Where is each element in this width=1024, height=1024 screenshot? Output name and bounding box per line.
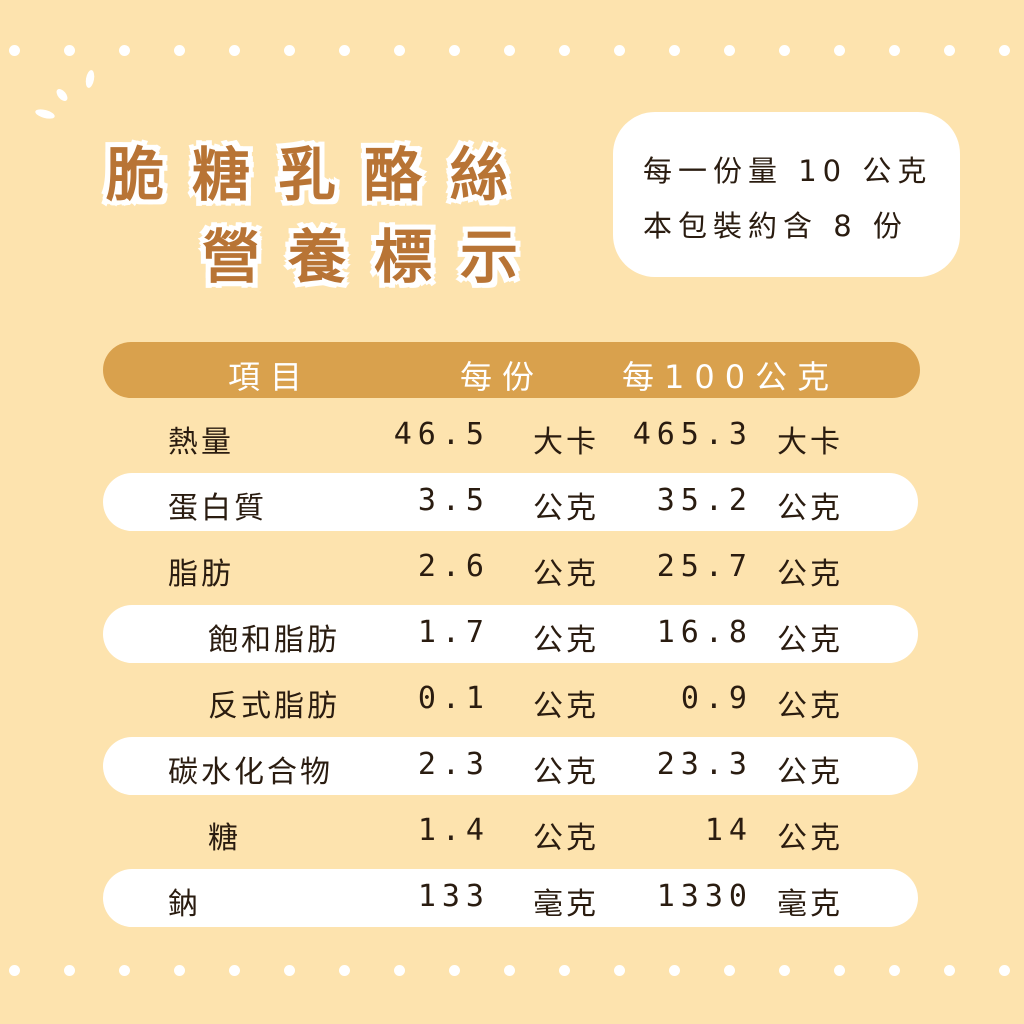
per-serving-value: 46.5 xyxy=(393,417,490,452)
page-title-line2: 營養標示 xyxy=(202,223,547,291)
per-100g-unit: 毫克 xyxy=(777,887,843,922)
dot xyxy=(394,45,405,56)
nutrient-name: 糖 xyxy=(208,821,241,856)
per-serving-value: 0.1 xyxy=(417,681,490,716)
dot xyxy=(64,45,75,56)
dot xyxy=(724,45,735,56)
per-serving-unit: 毫克 xyxy=(533,887,599,922)
per-serving-value: 2.3 xyxy=(417,747,490,782)
servings-per-package: 本包裝約含 8 份 xyxy=(643,209,908,243)
table-row: 蛋白質 3.5 公克 35.2 公克 xyxy=(103,473,918,531)
dot xyxy=(834,45,845,56)
per-serving-unit: 公克 xyxy=(533,755,599,790)
table-row: 脂肪 2.6 公克 25.7 公克 xyxy=(103,539,918,597)
table-row: 碳水化合物 2.3 公克 23.3 公克 xyxy=(103,737,918,795)
header-item: 項目 xyxy=(228,358,313,396)
dot xyxy=(9,45,20,56)
per-100g-value: 1330 xyxy=(656,879,753,914)
table-row: 糖 1.4 公克 14 公克 xyxy=(103,803,918,861)
dot xyxy=(64,965,75,976)
per-100g-unit: 公克 xyxy=(777,557,843,592)
nutrient-name: 熱量 xyxy=(168,425,234,460)
per-100g-unit: 公克 xyxy=(777,689,843,724)
dot xyxy=(559,45,570,56)
per-serving-unit: 公克 xyxy=(533,557,599,592)
sparkle-decoration xyxy=(34,107,56,121)
per-serving-unit: 公克 xyxy=(533,623,599,658)
dot xyxy=(669,965,680,976)
dot xyxy=(449,45,460,56)
dot xyxy=(504,965,515,976)
dot xyxy=(614,45,625,56)
sparkle-decoration xyxy=(84,69,96,89)
dot xyxy=(229,965,240,976)
per-100g-unit: 大卡 xyxy=(777,425,843,460)
per-100g-value: 35.2 xyxy=(656,483,753,518)
page-title-line1: 脆糖乳酪絲 xyxy=(106,141,537,209)
nutrient-name: 飽和脂肪 xyxy=(208,623,340,658)
dot xyxy=(834,965,845,976)
table-row: 鈉 133 毫克 1330 毫克 xyxy=(103,869,918,927)
table-row: 反式脂肪 0.1 公克 0.9 公克 xyxy=(103,671,918,729)
dot xyxy=(284,965,295,976)
nutrient-name: 鈉 xyxy=(168,887,201,922)
per-100g-value: 0.9 xyxy=(680,681,753,716)
per-serving-value: 1.4 xyxy=(417,813,490,848)
dot xyxy=(339,45,350,56)
nutrient-name: 碳水化合物 xyxy=(168,755,333,790)
table-row: 熱量 46.5 大卡 465.3 大卡 xyxy=(103,407,918,465)
dot xyxy=(779,45,790,56)
per-serving-value: 133 xyxy=(417,879,490,914)
per-serving-value: 1.7 xyxy=(417,615,490,650)
nutrient-name: 脂肪 xyxy=(168,557,234,592)
dot xyxy=(174,965,185,976)
dot xyxy=(944,45,955,56)
dot xyxy=(174,45,185,56)
per-100g-unit: 公克 xyxy=(777,491,843,526)
per-100g-value: 465.3 xyxy=(632,417,753,452)
dot xyxy=(999,965,1010,976)
dot xyxy=(394,965,405,976)
serving-size: 每一份量 10 公克 xyxy=(643,154,933,188)
per-serving-unit: 公克 xyxy=(533,491,599,526)
dot xyxy=(944,965,955,976)
dot xyxy=(559,965,570,976)
serving-info-box: 每一份量 10 公克 本包裝約含 8 份 xyxy=(613,112,960,277)
per-serving-value: 3.5 xyxy=(417,483,490,518)
per-100g-unit: 公克 xyxy=(777,821,843,856)
per-100g-value: 23.3 xyxy=(656,747,753,782)
per-100g-value: 25.7 xyxy=(656,549,753,584)
dot xyxy=(724,965,735,976)
dot xyxy=(669,45,680,56)
per-100g-unit: 公克 xyxy=(777,623,843,658)
per-serving-value: 2.6 xyxy=(417,549,490,584)
dot xyxy=(119,45,130,56)
dot xyxy=(284,45,295,56)
dot xyxy=(889,45,900,56)
header-per-serving: 每份 xyxy=(460,358,545,396)
dot xyxy=(779,965,790,976)
dot xyxy=(229,45,240,56)
dot xyxy=(9,965,20,976)
per-100g-unit: 公克 xyxy=(777,755,843,790)
dot xyxy=(999,45,1010,56)
nutrient-name: 蛋白質 xyxy=(168,491,267,526)
dot xyxy=(449,965,460,976)
dot xyxy=(614,965,625,976)
header-per-100g: 每100公克 xyxy=(622,358,840,396)
nutrient-name: 反式脂肪 xyxy=(208,689,340,724)
per-serving-unit: 公克 xyxy=(533,821,599,856)
per-serving-unit: 公克 xyxy=(533,689,599,724)
per-100g-value: 14 xyxy=(704,813,753,848)
dot xyxy=(339,965,350,976)
sparkle-decoration xyxy=(54,87,70,103)
dot xyxy=(504,45,515,56)
table-row: 飽和脂肪 1.7 公克 16.8 公克 xyxy=(103,605,918,663)
per-serving-unit: 大卡 xyxy=(533,425,599,460)
table-header: 項目 每份 每100公克 xyxy=(103,342,920,398)
dot xyxy=(119,965,130,976)
per-100g-value: 16.8 xyxy=(656,615,753,650)
dot xyxy=(889,965,900,976)
